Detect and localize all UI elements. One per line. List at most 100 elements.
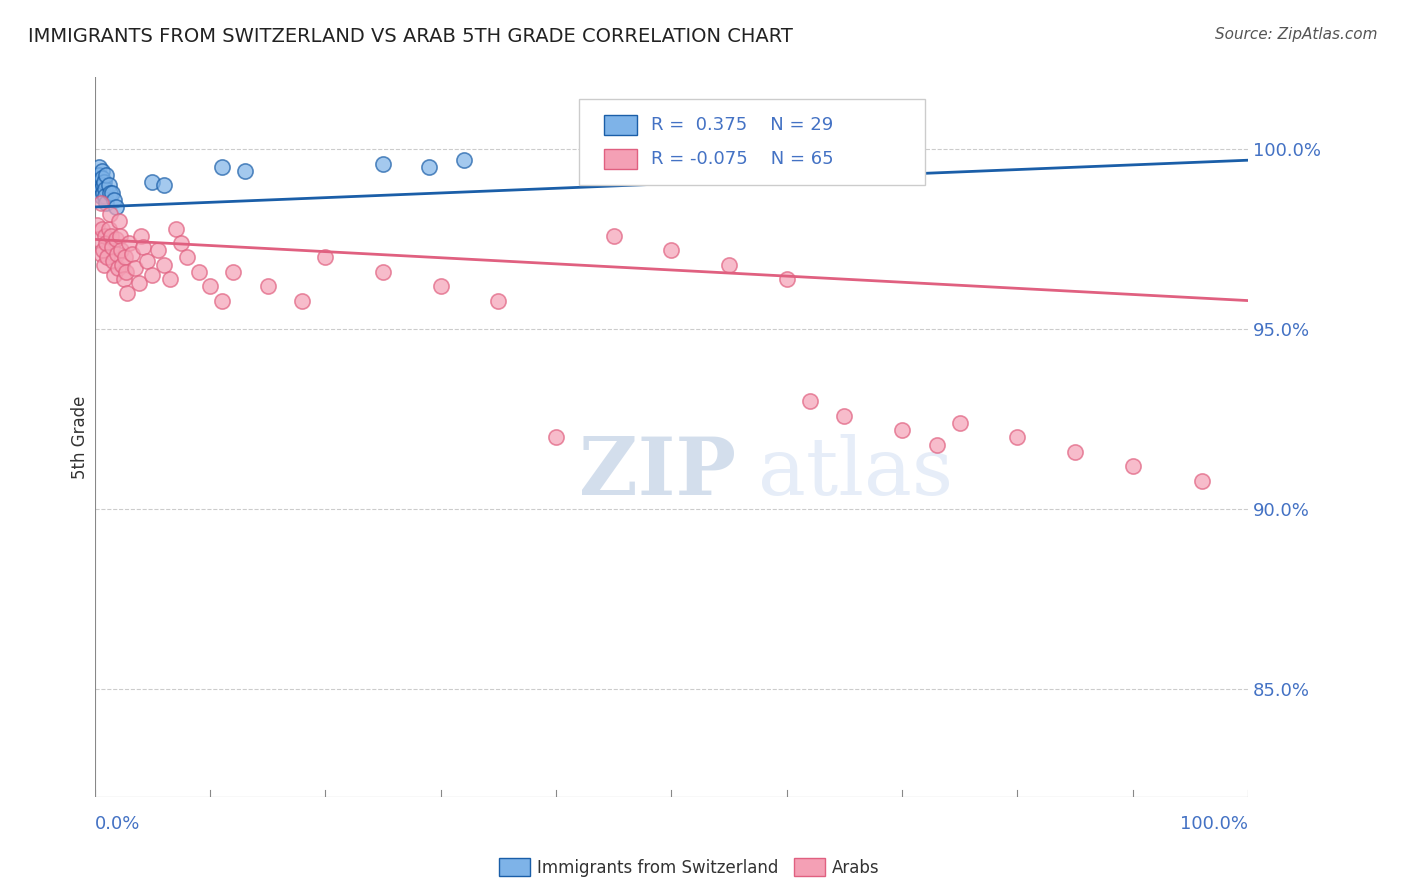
Point (91, 178, 114, 193)
Text: R = -0.075    N = 65: R = -0.075 N = 65 (651, 150, 834, 168)
Point (93, 175, 115, 189)
Point (159, 272, 181, 286)
Text: atlas: atlas (758, 434, 953, 512)
Point (96, 251, 118, 265)
Point (89, 168, 111, 182)
Point (91, 186, 114, 200)
Point (105, 247, 128, 261)
Point (170, 235, 193, 250)
Point (418, 161, 440, 175)
Point (94, 182, 117, 196)
Point (103, 254, 125, 268)
Point (153, 178, 176, 193)
Point (90, 182, 112, 196)
Point (1005, 430, 1028, 444)
Point (198, 279, 221, 293)
Point (86, 171, 108, 186)
Point (97, 221, 120, 235)
Point (110, 243, 132, 257)
Point (486, 293, 509, 308)
Point (132, 239, 155, 253)
Text: Immigrants from Switzerland: Immigrants from Switzerland (537, 859, 779, 877)
Point (233, 164, 256, 178)
Point (832, 409, 855, 423)
Point (108, 214, 131, 228)
Point (111, 258, 134, 272)
Point (118, 235, 141, 250)
Point (87, 232, 110, 246)
Point (890, 423, 912, 437)
Point (100, 228, 122, 243)
Point (153, 258, 176, 272)
Point (141, 268, 163, 283)
Point (98, 207, 121, 221)
Point (101, 186, 124, 200)
Point (93, 258, 115, 272)
Point (135, 254, 157, 268)
Point (98, 186, 121, 200)
Point (90, 196, 112, 211)
Point (89, 161, 111, 175)
Text: ZIP: ZIP (579, 434, 737, 512)
Point (717, 258, 740, 272)
Point (314, 251, 336, 265)
Point (115, 286, 138, 301)
Point (176, 251, 198, 265)
FancyBboxPatch shape (579, 99, 925, 186)
Text: Source: ZipAtlas.com: Source: ZipAtlas.com (1215, 27, 1378, 42)
Point (1122, 459, 1144, 474)
Point (90, 171, 112, 186)
Point (799, 394, 821, 409)
Point (115, 265, 138, 279)
Point (129, 228, 152, 243)
Point (94, 189, 117, 203)
Point (165, 221, 187, 235)
Point (114, 251, 136, 265)
Point (104, 232, 127, 246)
Text: 100.0%: 100.0% (1180, 815, 1249, 833)
Point (291, 293, 314, 308)
Point (453, 153, 475, 168)
Point (112, 272, 135, 286)
Text: 0.0%: 0.0% (94, 815, 141, 833)
Point (86, 218, 108, 232)
Point (371, 265, 394, 279)
Point (96, 168, 118, 182)
Point (1191, 474, 1213, 488)
Point (187, 265, 209, 279)
Point (775, 272, 797, 286)
Point (87, 186, 110, 200)
Point (211, 161, 233, 175)
Point (96, 196, 118, 211)
Point (107, 261, 129, 276)
Point (103, 268, 125, 283)
Point (371, 157, 394, 171)
Point (1063, 444, 1085, 458)
Point (94, 228, 117, 243)
Point (124, 261, 146, 276)
Point (121, 247, 143, 261)
Point (256, 279, 278, 293)
Point (148, 243, 170, 257)
Bar (605, 149, 637, 169)
Point (948, 416, 970, 430)
Point (429, 279, 451, 293)
Point (87, 178, 110, 193)
Point (128, 276, 150, 290)
Text: Arabs: Arabs (832, 859, 880, 877)
Point (602, 228, 624, 243)
Point (90, 189, 112, 203)
Point (659, 243, 682, 257)
Point (90, 247, 112, 261)
Point (141, 175, 163, 189)
Point (544, 430, 567, 444)
Point (90, 221, 112, 235)
Point (101, 239, 124, 253)
Point (211, 293, 233, 308)
Text: IMMIGRANTS FROM SWITZERLAND VS ARAB 5TH GRADE CORRELATION CHART: IMMIGRANTS FROM SWITZERLAND VS ARAB 5TH … (28, 27, 793, 45)
Point (104, 200, 127, 214)
Point (925, 437, 948, 451)
Point (108, 228, 131, 243)
Y-axis label: 5th Grade: 5th Grade (72, 396, 89, 479)
Bar (605, 115, 637, 135)
